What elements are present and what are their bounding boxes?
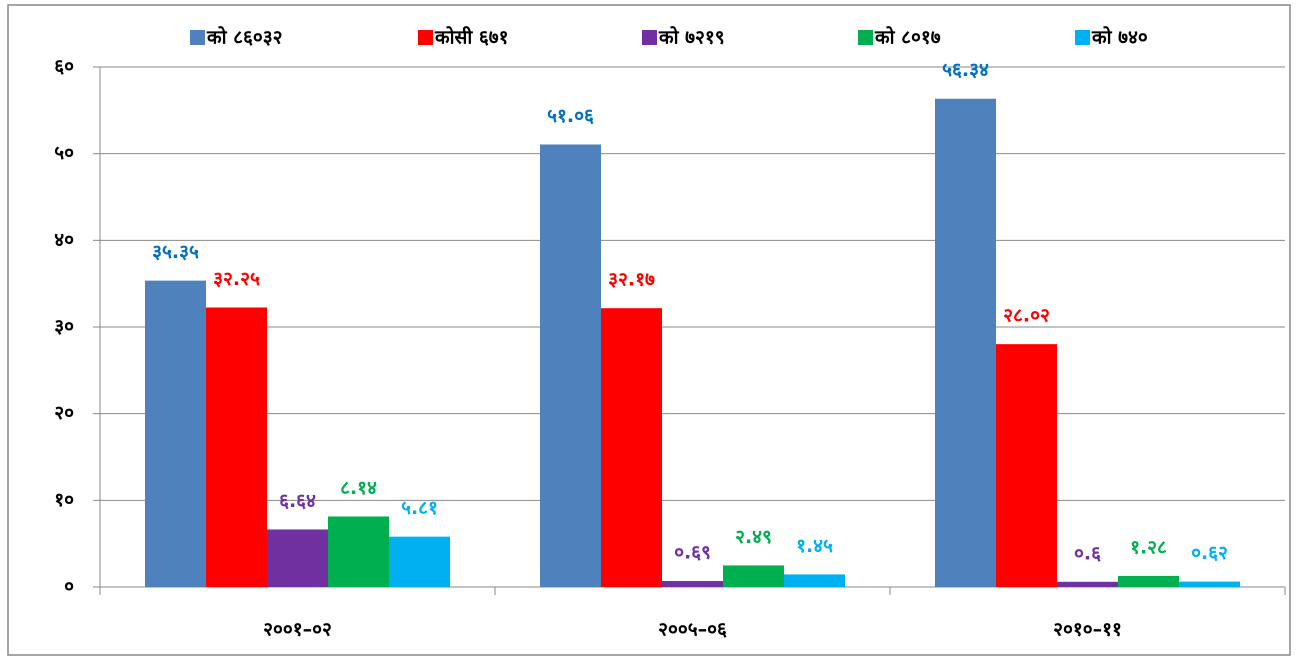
- bar: [328, 516, 389, 587]
- legend-swatch: [858, 30, 873, 45]
- legend-swatch: [1075, 30, 1090, 45]
- data-label: ५.८१: [401, 497, 438, 519]
- legend-swatch: [418, 30, 433, 45]
- legend-label: को ७४०: [1091, 26, 1148, 49]
- bar: [784, 574, 845, 587]
- legend-label: को ८०१७: [874, 26, 941, 49]
- bar: [206, 307, 267, 587]
- legend-swatch: [190, 30, 205, 45]
- bar: [996, 344, 1057, 587]
- bar: [540, 144, 601, 588]
- bar: [1179, 581, 1240, 587]
- bar: [267, 529, 328, 587]
- bar: [601, 308, 662, 587]
- x-tick-label: २०१०–११: [1053, 619, 1122, 641]
- data-label: ५६.३४: [942, 59, 989, 81]
- data-label: २.४९: [735, 526, 772, 548]
- y-tick-label: ३०: [54, 316, 74, 338]
- data-label: ५१.०६: [547, 105, 594, 127]
- bar: [389, 536, 450, 587]
- legend-label: कोसी ६७१: [434, 26, 509, 49]
- data-label: ०.६२: [1191, 542, 1228, 564]
- bar: [1118, 575, 1179, 587]
- data-label: २८.०२: [1003, 305, 1050, 327]
- data-label: ३५.३५: [152, 241, 199, 263]
- legend-label: को ७२१९: [658, 26, 725, 49]
- bar: [935, 98, 996, 587]
- y-tick-label: ०: [64, 576, 74, 598]
- x-tick-label: २००१–०२: [263, 619, 332, 641]
- legend-swatch: [642, 30, 657, 45]
- y-tick-label: २०: [54, 402, 74, 424]
- legend-label: को ८६०३२: [206, 26, 283, 49]
- y-tick-label: ५०: [54, 142, 74, 164]
- y-tick-label: १०: [54, 489, 74, 511]
- data-label: ३२.१७: [608, 269, 655, 291]
- data-label: ०.६: [1074, 542, 1101, 564]
- data-label: ०.६९: [674, 542, 711, 564]
- y-tick-label: ४०: [54, 229, 74, 251]
- data-label: ३२.२५: [213, 268, 260, 290]
- y-tick-label: ६०: [54, 56, 74, 78]
- data-label: १.२८: [1130, 536, 1167, 558]
- bar: [662, 581, 723, 587]
- bar: [1057, 581, 1118, 587]
- data-label: १.४५: [796, 535, 833, 557]
- data-label: ८.१४: [340, 477, 377, 499]
- data-label: ६.६४: [279, 490, 316, 512]
- x-tick-label: २००५–०६: [658, 619, 727, 641]
- bar: [145, 280, 206, 587]
- bar: [723, 565, 784, 587]
